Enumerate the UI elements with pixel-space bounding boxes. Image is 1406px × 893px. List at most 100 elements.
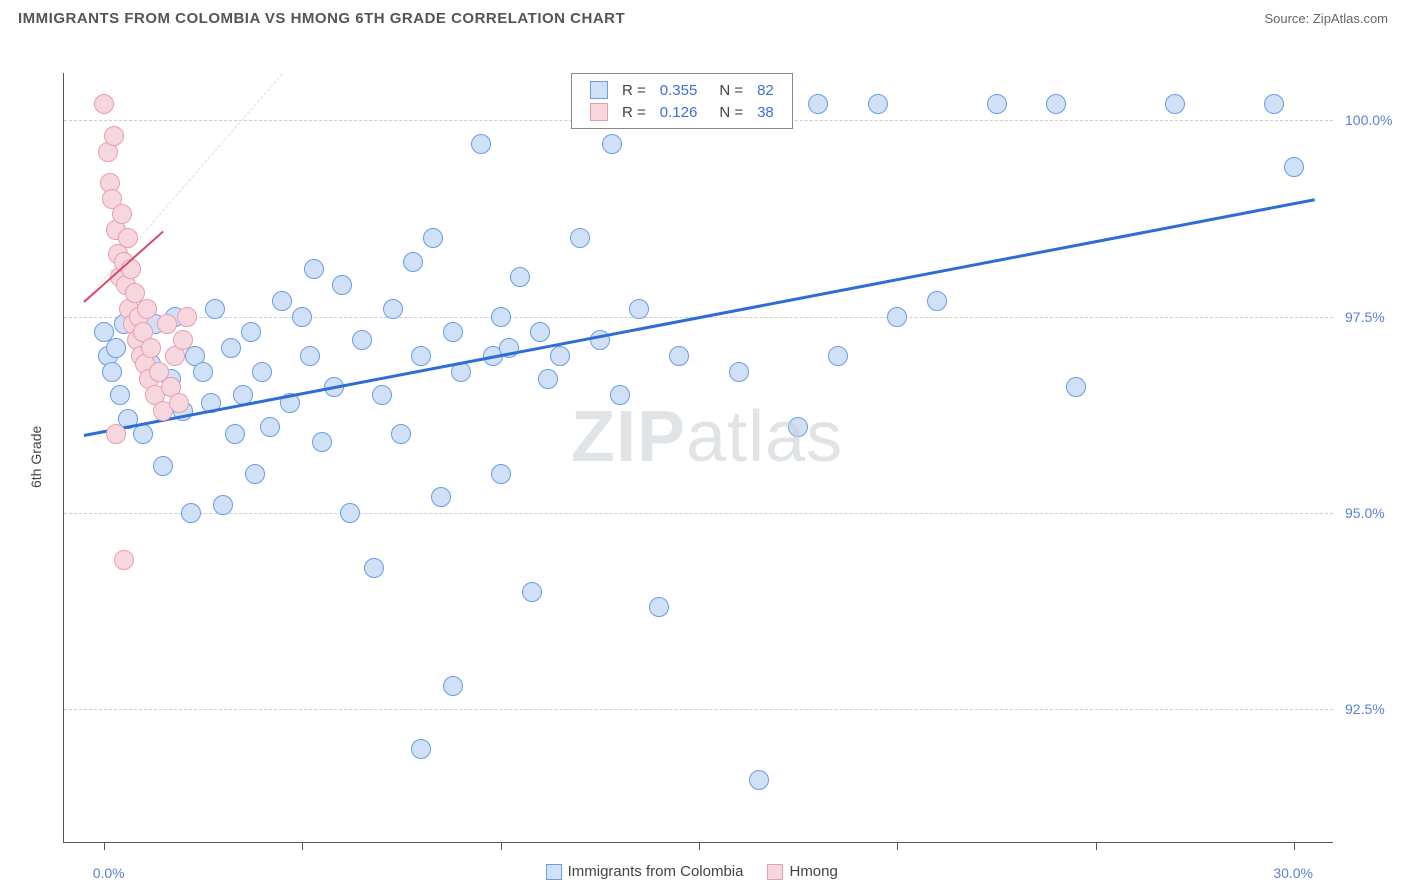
data-point-colombia: [1066, 377, 1086, 397]
data-point-colombia: [225, 424, 245, 444]
data-point-colombia: [110, 385, 130, 405]
data-point-colombia: [221, 338, 241, 358]
data-point-hmong: [121, 259, 141, 279]
data-point-colombia: [570, 228, 590, 248]
legend-stats-table: R =0.355N =82R =0.126N =38: [582, 78, 782, 124]
chart-header: IMMIGRANTS FROM COLOMBIA VS HMONG 6TH GR…: [0, 0, 1406, 33]
x-tick-label: 0.0%: [93, 865, 125, 881]
data-point-colombia: [372, 385, 392, 405]
data-point-colombia: [471, 134, 491, 154]
data-point-colombia: [550, 346, 570, 366]
data-point-colombia: [729, 362, 749, 382]
data-point-hmong: [169, 393, 189, 413]
data-point-colombia: [340, 503, 360, 523]
data-point-colombia: [153, 456, 173, 476]
data-point-colombia: [300, 346, 320, 366]
data-point-colombia: [423, 228, 443, 248]
data-point-colombia: [530, 322, 550, 342]
data-point-colombia: [868, 94, 888, 114]
data-point-colombia: [749, 770, 769, 790]
data-point-hmong: [157, 314, 177, 334]
x-tick: [501, 842, 502, 850]
y-tick-label: 97.5%: [1345, 309, 1385, 325]
data-point-colombia: [443, 676, 463, 696]
data-point-colombia: [106, 338, 126, 358]
x-tick: [1294, 842, 1295, 850]
legend-series: Immigrants from ColombiaHmong: [546, 863, 862, 880]
data-point-colombia: [133, 424, 153, 444]
data-point-colombia: [260, 417, 280, 437]
data-point-hmong: [94, 94, 114, 114]
y-tick-label: 95.0%: [1345, 505, 1385, 521]
data-point-colombia: [610, 385, 630, 405]
data-point-colombia: [788, 417, 808, 437]
data-point-colombia: [102, 362, 122, 382]
chart-title: IMMIGRANTS FROM COLOMBIA VS HMONG 6TH GR…: [18, 10, 625, 27]
data-point-colombia: [491, 307, 511, 327]
data-point-colombia: [669, 346, 689, 366]
data-point-colombia: [510, 267, 530, 287]
data-point-colombia: [352, 330, 372, 350]
chart-source: Source: ZipAtlas.com: [1264, 11, 1388, 26]
data-point-colombia: [411, 739, 431, 759]
data-point-hmong: [106, 424, 126, 444]
data-point-colombia: [491, 464, 511, 484]
data-point-colombia: [312, 432, 332, 452]
legend-stats: R =0.355N =82R =0.126N =38: [571, 73, 793, 129]
data-point-hmong: [114, 550, 134, 570]
x-tick: [302, 842, 303, 850]
y-tick-label: 92.5%: [1345, 701, 1385, 717]
data-point-colombia: [411, 346, 431, 366]
data-point-colombia: [383, 299, 403, 319]
data-point-colombia: [252, 362, 272, 382]
data-point-colombia: [649, 597, 669, 617]
data-point-colombia: [1284, 157, 1304, 177]
data-point-colombia: [213, 495, 233, 515]
data-point-colombia: [193, 362, 213, 382]
data-point-colombia: [808, 94, 828, 114]
data-point-colombia: [304, 259, 324, 279]
x-tick: [897, 842, 898, 850]
data-point-colombia: [272, 291, 292, 311]
data-point-colombia: [403, 252, 423, 272]
data-point-colombia: [205, 299, 225, 319]
data-point-colombia: [443, 322, 463, 342]
data-point-colombia: [538, 369, 558, 389]
gridline: [64, 513, 1333, 514]
data-point-hmong: [118, 228, 138, 248]
y-tick-label: 100.0%: [1345, 112, 1392, 128]
data-point-colombia: [391, 424, 411, 444]
x-tick: [104, 842, 105, 850]
data-point-colombia: [292, 307, 312, 327]
data-point-colombia: [522, 582, 542, 602]
data-point-hmong: [112, 204, 132, 224]
x-tick: [1096, 842, 1097, 850]
data-point-colombia: [1165, 94, 1185, 114]
data-point-colombia: [887, 307, 907, 327]
data-point-hmong: [137, 299, 157, 319]
data-point-hmong: [173, 330, 193, 350]
y-axis-label: 6th Grade: [28, 426, 44, 488]
data-point-colombia: [1264, 94, 1284, 114]
correlation-chart: 92.5%95.0%97.5%100.0%0.0%30.0%6th GradeZ…: [18, 33, 1393, 893]
data-point-hmong: [177, 307, 197, 327]
data-point-colombia: [245, 464, 265, 484]
data-point-colombia: [602, 134, 622, 154]
data-point-colombia: [1046, 94, 1066, 114]
trend-line-colombia: [84, 199, 1315, 438]
data-point-colombia: [181, 503, 201, 523]
data-point-colombia: [828, 346, 848, 366]
x-tick: [699, 842, 700, 850]
data-point-colombia: [332, 275, 352, 295]
data-point-colombia: [927, 291, 947, 311]
gridline: [64, 709, 1333, 710]
data-point-colombia: [431, 487, 451, 507]
data-point-colombia: [629, 299, 649, 319]
data-point-hmong: [141, 338, 161, 358]
data-point-colombia: [241, 322, 261, 342]
plot-area: [63, 73, 1333, 843]
x-tick-label: 30.0%: [1273, 865, 1313, 881]
data-point-hmong: [104, 126, 124, 146]
data-point-colombia: [364, 558, 384, 578]
data-point-colombia: [987, 94, 1007, 114]
